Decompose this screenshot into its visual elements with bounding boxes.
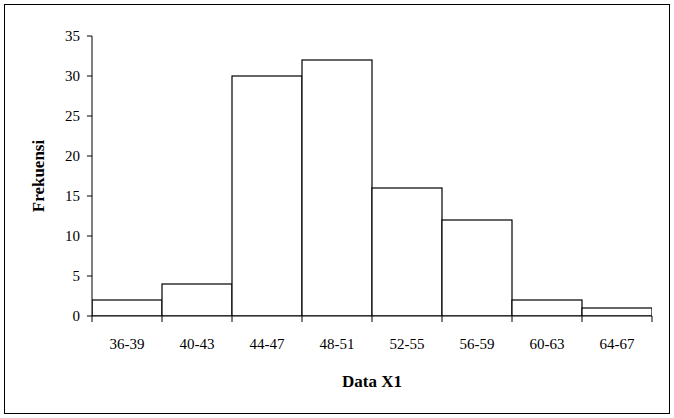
y-tick xyxy=(87,156,92,157)
x-axis-title: Data X1 xyxy=(342,372,402,391)
y-tick xyxy=(87,76,92,77)
bar xyxy=(232,76,302,316)
x-tick-label: 60-63 xyxy=(530,336,565,352)
x-tick xyxy=(652,316,653,322)
y-axis xyxy=(92,36,93,316)
y-tick-label: 30 xyxy=(65,68,80,84)
y-tick-label: 15 xyxy=(65,188,80,204)
x-tick xyxy=(442,316,443,322)
bar xyxy=(582,308,652,316)
x-tick xyxy=(512,316,513,322)
bar xyxy=(302,60,372,316)
bar xyxy=(442,220,512,316)
y-tick-label: 20 xyxy=(65,148,80,164)
x-tick xyxy=(582,316,583,322)
x-tick xyxy=(302,316,303,322)
y-tick xyxy=(87,196,92,197)
chart: 0 5 10 15 20 25 30 35 36-39 40-43 44-47 48-51 52-55 5… xyxy=(0,0,674,418)
y-tick xyxy=(87,116,92,117)
bar xyxy=(512,300,582,316)
x-tick xyxy=(162,316,163,322)
y-tick-label: 5 xyxy=(73,268,81,284)
bar xyxy=(372,188,442,316)
bar xyxy=(92,300,162,316)
x-tick-label: 48-51 xyxy=(320,336,355,352)
y-tick-label: 35 xyxy=(65,28,80,44)
x-tick-label: 64-67 xyxy=(600,336,635,352)
y-tick xyxy=(87,36,92,37)
y-tick xyxy=(87,236,92,237)
y-tick xyxy=(87,276,92,277)
x-tick xyxy=(372,316,373,322)
x-tick-label: 52-55 xyxy=(390,336,425,352)
y-tick xyxy=(87,316,92,317)
x-tick-label: 56-59 xyxy=(460,336,495,352)
y-tick-label: 25 xyxy=(65,108,80,124)
y-tick-label: 0 xyxy=(73,308,81,324)
x-tick xyxy=(232,316,233,322)
y-axis-title: Frekuensi xyxy=(29,140,48,213)
x-tick xyxy=(92,316,93,322)
bars xyxy=(92,60,652,316)
x-tick-label: 40-43 xyxy=(180,336,215,352)
x-tick-label: 36-39 xyxy=(110,336,145,352)
y-tick-label: 10 xyxy=(65,228,80,244)
outer-frame xyxy=(5,5,670,414)
x-tick-label: 44-47 xyxy=(250,336,285,352)
bar xyxy=(162,284,232,316)
